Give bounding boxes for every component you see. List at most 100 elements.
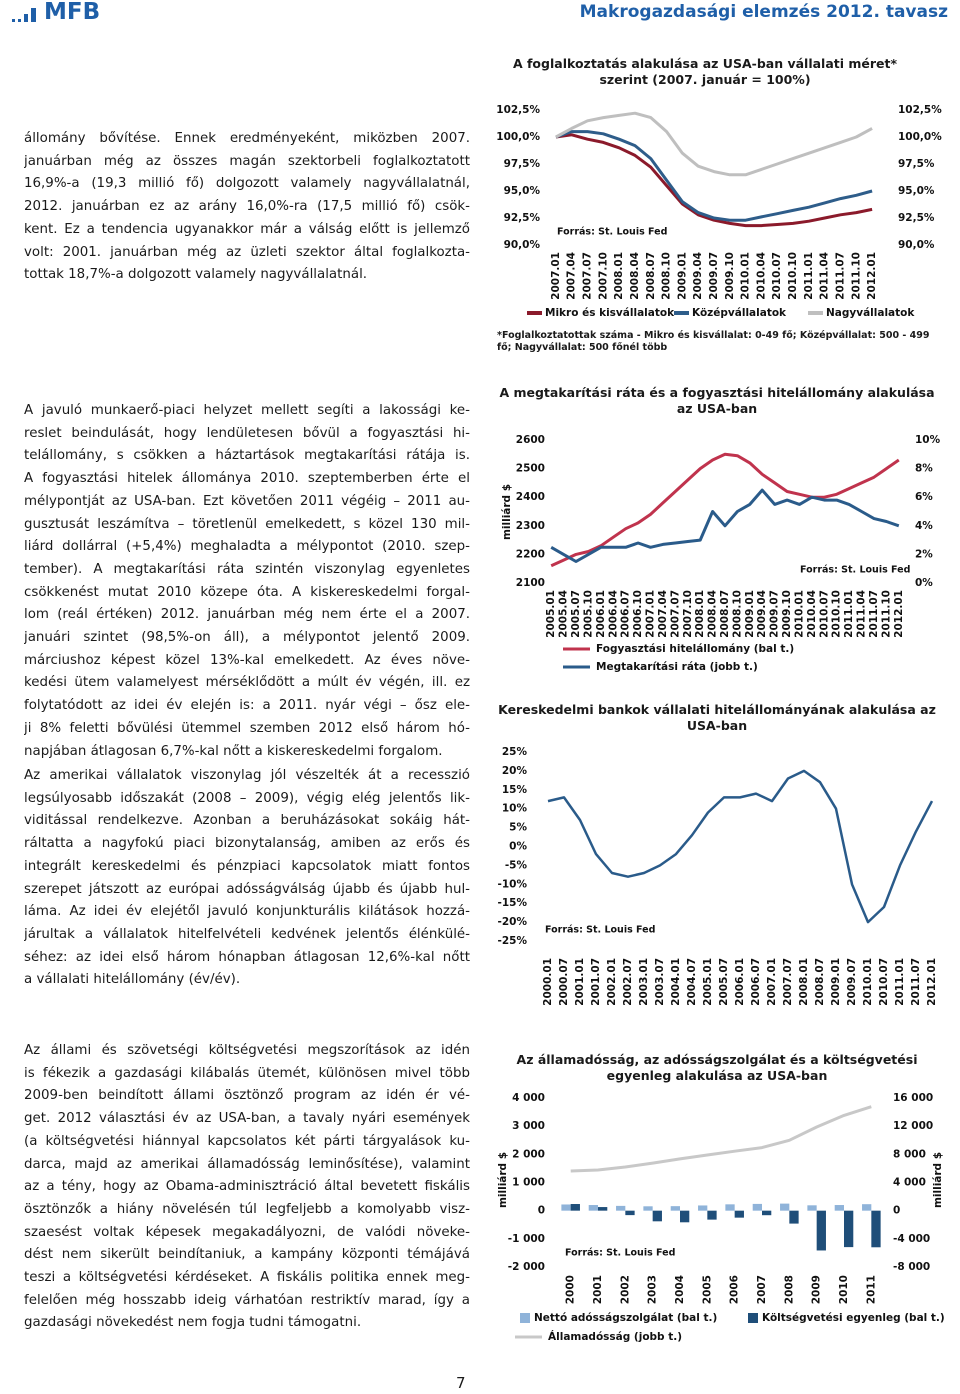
y-tick-label: 100,0% bbox=[496, 131, 540, 143]
x-tick-label: 2003 bbox=[647, 1275, 659, 1304]
y-tick-label: 95,0% bbox=[504, 185, 541, 197]
x-tick-label: 2010.01 bbox=[862, 958, 874, 1006]
source: Forrás: St. Louis Fed bbox=[565, 1248, 675, 1259]
y-axis-title: milliárd $ bbox=[501, 484, 513, 540]
line bbox=[547, 769, 934, 924]
y-tick-label-right: 95,0% bbox=[898, 185, 935, 197]
y-tick-label: -5% bbox=[505, 859, 528, 871]
x-tick-label: 2009.07 bbox=[708, 252, 720, 300]
y2-tick-label: 10% bbox=[915, 434, 941, 446]
x-tick-label: 2010 bbox=[838, 1275, 850, 1304]
text-line: januárban még az összes magán szektorbel… bbox=[24, 153, 470, 169]
bar bbox=[670, 1206, 680, 1211]
y-tick-label-right: 100,0% bbox=[898, 131, 942, 143]
y-tick-label: -20% bbox=[498, 916, 528, 928]
legend-swatch bbox=[520, 1313, 530, 1323]
x-tick-label: 2010.04 bbox=[755, 252, 767, 300]
text-line: gazdasági növekedést nem fogja tudni tám… bbox=[24, 1315, 362, 1331]
line bbox=[550, 488, 900, 563]
y2-tick-label: -8 000 bbox=[893, 1261, 930, 1273]
bar bbox=[643, 1206, 653, 1211]
text-line: láma. Az idei év elejétől javuló konjunk… bbox=[24, 904, 470, 920]
text-line: is fékezik a gazdasági kilábalás ütemét,… bbox=[24, 1065, 470, 1081]
bar bbox=[789, 1210, 799, 1224]
y2-tick-label: 16 000 bbox=[893, 1092, 933, 1104]
x-tick-label: 2008.01 bbox=[798, 958, 810, 1006]
text-line: felelően még hosszabb ideig várhatóan re… bbox=[24, 1292, 470, 1308]
y-axis-title: milliárd $ bbox=[497, 1152, 509, 1208]
bar bbox=[762, 1210, 772, 1216]
y-tick-label: 15% bbox=[502, 784, 528, 796]
x-tick-label: 2003.07 bbox=[654, 958, 666, 1006]
bar bbox=[680, 1210, 690, 1223]
x-tick-label: 2009.07 bbox=[769, 590, 781, 638]
text-line: járultak a vállalatok hitelfelvételi ked… bbox=[24, 926, 470, 942]
y-tick-label: 1 000 bbox=[512, 1177, 545, 1189]
x-tick-label: 2009.04 bbox=[692, 252, 704, 300]
bar bbox=[780, 1203, 790, 1211]
y-tick-label: -2 000 bbox=[508, 1261, 545, 1273]
x-tick-label: 2000 bbox=[565, 1275, 577, 1304]
x-tick-label: 2008.04 bbox=[707, 590, 719, 638]
x-tick-label: 2007.10 bbox=[597, 252, 609, 300]
x-tick-label: 2009 bbox=[811, 1275, 823, 1304]
x-tick-label: 2005.01 bbox=[545, 590, 557, 638]
x-tick-label: 2011.10 bbox=[850, 252, 862, 300]
x-tick-label: 2012.01 bbox=[866, 252, 878, 300]
x-tick-label: 2008 bbox=[783, 1275, 795, 1304]
bar bbox=[707, 1210, 717, 1220]
x-tick-label: 2006.01 bbox=[734, 958, 746, 1006]
text-line: ösztönzők a hiány növelésén túl legfelje… bbox=[24, 1201, 470, 1217]
x-tick-label: 2008.10 bbox=[661, 252, 673, 300]
x-tick-label: 2008.07 bbox=[814, 958, 826, 1006]
y-tick-label: 2600 bbox=[516, 434, 545, 446]
x-tick-label: 2010.07 bbox=[818, 590, 830, 638]
text-block: A javuló munkaerő-piaci helyzet mellett … bbox=[24, 400, 470, 763]
x-tick-label: 2006 bbox=[729, 1275, 741, 1304]
x-tick-label: 2006.10 bbox=[632, 590, 644, 638]
text-line: szerepet játszott az európai adósságváls… bbox=[24, 881, 470, 897]
bar bbox=[698, 1205, 708, 1211]
x-tick-label: 2010.01 bbox=[793, 590, 805, 638]
logo-mark bbox=[12, 6, 42, 22]
x-tick-label: 2008.01 bbox=[613, 252, 625, 300]
x-tick-label: 2011.01 bbox=[843, 590, 855, 638]
text-block: állomány bővítése. Ennek eredményeként, … bbox=[24, 128, 470, 287]
x-tick-label: 2007.04 bbox=[657, 590, 669, 638]
text-line: ji 8% feletti bővülési ütemmel szemben 2… bbox=[24, 720, 470, 736]
legend-label: Fogyasztási hitelállomány (bal t.) bbox=[596, 643, 794, 655]
y-tick-label: 2500 bbox=[516, 463, 545, 475]
text-line: reslet beindulását, hogy lendületesen bő… bbox=[24, 425, 470, 441]
y2-tick-label: 4 000 bbox=[893, 1177, 926, 1189]
x-tick-label: 2011.04 bbox=[819, 252, 831, 300]
text-line: gusztusát leszámítva – töretlenül emelke… bbox=[24, 516, 470, 532]
y-tick-label-right: 92,5% bbox=[898, 212, 935, 224]
bar bbox=[561, 1204, 571, 1211]
text-line: kent. Ez a tendencia ugyanakkor már a vá… bbox=[24, 221, 470, 237]
text-line: darca, majd az amerikai államadósság lem… bbox=[24, 1156, 470, 1172]
bar bbox=[588, 1205, 598, 1211]
x-tick-label: 2004 bbox=[674, 1275, 686, 1304]
y2-tick-label: 4% bbox=[915, 520, 933, 532]
x-tick-label: 2011.07 bbox=[910, 958, 922, 1006]
y-tick-label-right: 102,5% bbox=[898, 104, 942, 116]
x-tick-label: 2009.10 bbox=[781, 590, 793, 638]
legend-label: Költségvetési egyenleg (bal t.) bbox=[762, 1312, 945, 1324]
bar bbox=[652, 1210, 662, 1222]
text-line: legsúlyosabb időszakát (2008 – 2009), vé… bbox=[24, 790, 470, 806]
bar bbox=[752, 1203, 762, 1211]
x-tick-label: 2003.01 bbox=[638, 958, 650, 1006]
y-tick-label: 97,5% bbox=[504, 158, 541, 170]
y2-tick-label: -4 000 bbox=[893, 1233, 930, 1245]
x-tick-label: 2011.01 bbox=[803, 252, 815, 300]
x-tick-label: 2010.01 bbox=[740, 252, 752, 300]
x-tick-label: 2008.07 bbox=[719, 590, 731, 638]
x-tick-label: 2004.01 bbox=[670, 958, 682, 1006]
source: Forrás: St. Louis Fed bbox=[557, 227, 667, 238]
chart-title: Kereskedelmi bankok vállalati hitelállom… bbox=[498, 702, 936, 733]
y-tick-label: 90,0% bbox=[504, 239, 541, 251]
line bbox=[555, 130, 873, 222]
legend-swatch bbox=[748, 1313, 758, 1323]
bar bbox=[816, 1210, 826, 1251]
text-line: 2012. januárban ez az arány 16,0%-ra (17… bbox=[24, 199, 470, 215]
